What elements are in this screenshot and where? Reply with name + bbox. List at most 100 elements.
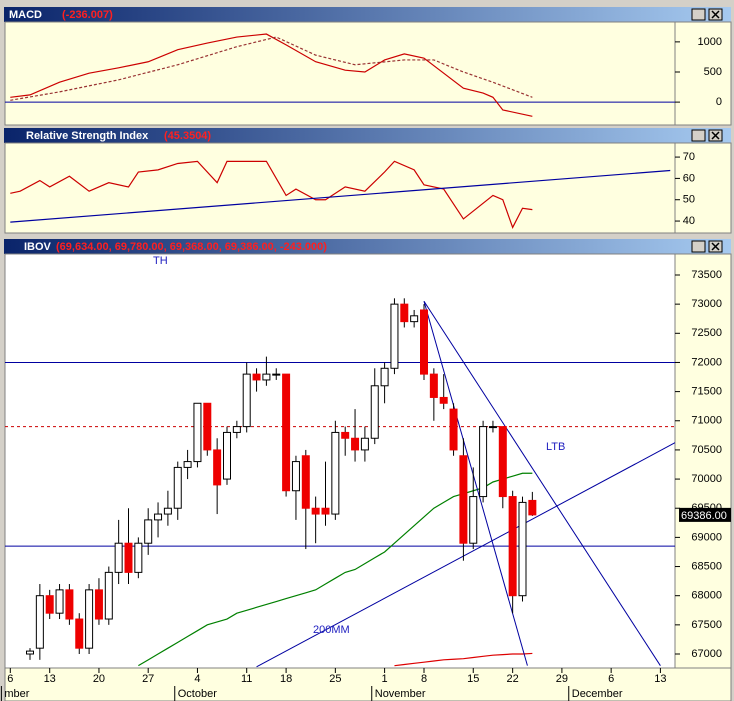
month-label: mber — [4, 688, 29, 700]
candle-body — [35, 595, 44, 649]
last-price-box — [679, 507, 731, 522]
candle-body — [242, 373, 251, 428]
y-tick-label: 73000 — [691, 298, 722, 310]
y-tick-label: 70000 — [691, 473, 722, 485]
plot-area — [4, 21, 676, 126]
axis-area — [674, 142, 732, 234]
plot-layer: 0 500 1000 40 50 60 70 67000 67500 68000 68500 6900… — [0, 33, 731, 701]
candle-body — [134, 542, 143, 573]
series-line — [10, 169, 671, 223]
y-tick-label: 70500 — [691, 444, 722, 456]
month-label: November — [375, 688, 426, 700]
y-tick-label: 72500 — [691, 327, 722, 339]
x-tick-label: 18 — [280, 673, 292, 685]
plot-area — [4, 142, 676, 234]
panel-title: IBOV — [24, 241, 52, 253]
close-icon — [711, 242, 720, 251]
y-tick-label: 67500 — [691, 619, 722, 631]
y-tick-label: 40 — [683, 215, 695, 227]
candle-body — [479, 426, 488, 498]
candle-body — [301, 455, 310, 509]
panel-readout: (-236.007) — [62, 9, 113, 21]
candle-body — [331, 431, 340, 515]
candle-body — [144, 519, 153, 544]
month-label: December — [572, 688, 623, 700]
candle-body — [469, 496, 478, 544]
x-tick-label: 1 — [382, 673, 388, 685]
y-tick-label: 0 — [716, 96, 722, 108]
x-tick-label: 29 — [556, 673, 568, 685]
candle-body — [223, 431, 231, 480]
x-tick-label: 25 — [329, 673, 341, 685]
candle-body — [193, 402, 202, 463]
candle-body — [272, 373, 281, 376]
panel-readout: (45.3504) — [164, 130, 211, 142]
candle-body — [370, 385, 379, 439]
y-tick-label: 1000 — [698, 36, 722, 48]
candle-body — [528, 499, 537, 516]
series-line — [10, 33, 533, 117]
candle-body — [420, 309, 428, 375]
candle-body — [55, 589, 64, 614]
candle-body — [400, 303, 409, 323]
moving-average — [394, 652, 533, 667]
candle-body — [390, 303, 399, 369]
candle-body — [94, 589, 103, 620]
axis-area — [674, 253, 732, 669]
annotation: TH — [153, 255, 168, 267]
y-tick-label: 67000 — [691, 648, 722, 660]
y-tick-label: 71500 — [691, 386, 722, 398]
y-tick-label: 50 — [683, 194, 695, 206]
panel-readout: (69,634.00, 69,780.00, 69,368.00, 69,386… — [56, 241, 327, 253]
y-tick-label: 71000 — [691, 415, 722, 427]
month-label: October — [178, 688, 217, 700]
panel-title: MACD — [9, 9, 42, 21]
candle-body — [154, 513, 163, 521]
x-tick-label: 27 — [142, 673, 154, 685]
trend-line — [423, 300, 661, 666]
candle-body — [518, 501, 527, 597]
trend-line — [256, 442, 675, 668]
last-price-label: 69386.00 — [681, 510, 727, 522]
x-tick-label: 13 — [654, 673, 666, 685]
panel-plot — [5, 298, 675, 668]
maximize-button[interactable] — [691, 8, 706, 21]
x-tick-label: 11 — [241, 673, 252, 685]
candle-body — [439, 396, 448, 404]
candle-body — [449, 408, 458, 451]
candle-body — [498, 426, 507, 498]
candle-body — [124, 542, 133, 573]
candle-body — [311, 507, 320, 515]
window-buttons[interactable] — [691, 8, 723, 253]
candle-body — [65, 589, 74, 620]
annotation: LTB — [546, 441, 565, 453]
series-line — [10, 160, 533, 229]
candle-body — [252, 373, 261, 381]
title-bar — [4, 128, 731, 143]
candle-body — [232, 426, 241, 433]
candle-body — [351, 437, 360, 451]
candle-body — [114, 542, 123, 573]
title-bar — [4, 7, 731, 22]
panel-title: Relative Strength Index — [26, 130, 149, 142]
candle-body — [203, 402, 212, 451]
x-tick-label: 13 — [44, 673, 56, 685]
maximize-button[interactable] — [691, 129, 706, 142]
annotation: 200MM — [313, 624, 350, 636]
candle-body — [360, 437, 369, 451]
x-tick-label: 6 — [7, 673, 13, 685]
series-line — [10, 36, 533, 101]
close-icon — [711, 10, 720, 19]
candle-body — [508, 496, 517, 597]
maximize-button[interactable] — [691, 240, 706, 253]
candle-body — [75, 618, 84, 649]
trend-line — [423, 301, 528, 666]
candle-body — [163, 507, 172, 515]
candle-body — [183, 461, 192, 468]
x-tick-label: 20 — [93, 673, 105, 685]
y-tick-label: 73500 — [691, 269, 722, 281]
panel-plot — [5, 33, 675, 117]
candle-body — [429, 373, 438, 398]
close-icon — [711, 131, 720, 140]
